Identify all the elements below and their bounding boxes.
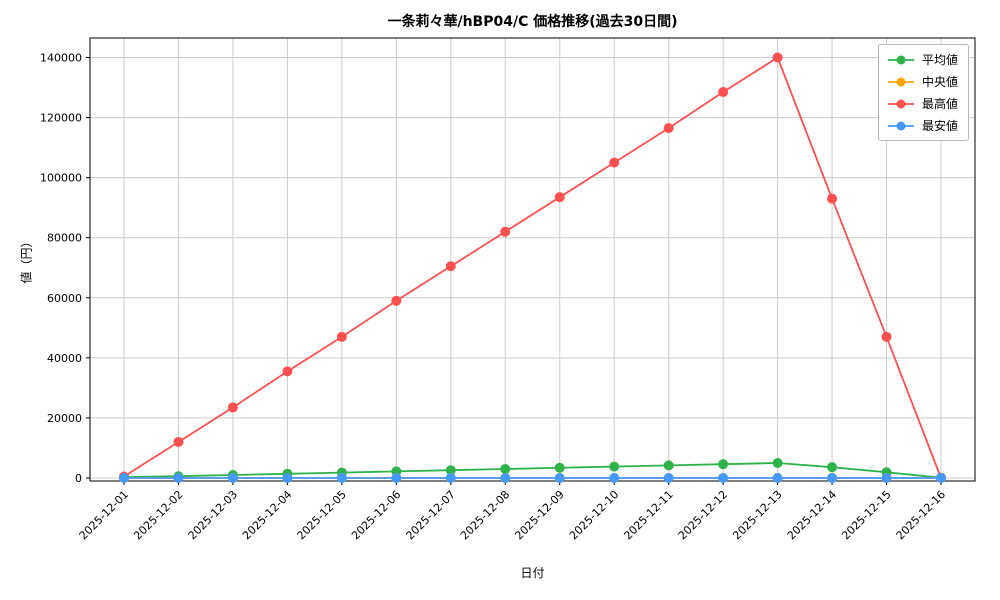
x-tick-label: 2025-12-08 — [458, 488, 512, 542]
data-point — [718, 472, 729, 483]
y-tick-label: 140000 — [40, 52, 82, 65]
data-point — [772, 472, 783, 483]
series-line-2 — [123, 56, 942, 479]
x-tick-label: 2025-12-05 — [295, 488, 349, 542]
x-tick-label: 2025-12-11 — [621, 488, 675, 542]
x-tick-label: 2025-12-12 — [676, 488, 730, 542]
data-point — [936, 472, 946, 483]
y-tick-label: 120000 — [40, 112, 82, 125]
y-tick-label: 100000 — [40, 172, 82, 185]
data-point — [445, 261, 456, 272]
data-point — [391, 472, 402, 483]
x-tick-label: 2025-12-06 — [349, 488, 403, 542]
x-tick-label: 2025-12-16 — [894, 488, 948, 542]
data-point — [445, 472, 456, 483]
data-point — [500, 472, 511, 483]
data-point — [663, 123, 674, 134]
x-tick-label: 2025-12-07 — [404, 488, 458, 542]
data-point — [282, 366, 293, 377]
data-point — [500, 226, 511, 237]
legend-item-average: 平均値 — [887, 51, 958, 68]
data-point — [881, 331, 892, 342]
y-tick-label: 60000 — [47, 292, 82, 305]
data-point — [391, 295, 402, 306]
chart-title: 一条莉々華/hBP04/C 価格推移(過去30日間) — [387, 14, 678, 30]
data-point — [718, 87, 729, 98]
data-point — [718, 459, 729, 470]
data-point — [500, 463, 511, 474]
x-tick-label: 2025-12-01 — [77, 488, 131, 542]
data-point — [119, 472, 129, 483]
y-tick-label: 40000 — [47, 352, 82, 365]
data-point — [227, 402, 238, 413]
data-point — [554, 462, 565, 473]
x-axis-label: 日付 — [520, 566, 545, 580]
series-line-0 — [123, 462, 942, 479]
data-point — [881, 472, 892, 483]
x-tick-label: 2025-12-09 — [512, 488, 566, 542]
legend-label-average: 平均値 — [921, 53, 958, 67]
x-tick-label: 2025-12-02 — [131, 488, 185, 542]
legend-item-median: 中央値 — [887, 73, 958, 90]
legend-marker-average-icon — [887, 55, 914, 64]
legend-item-min: 最安値 — [887, 117, 958, 134]
data-point — [663, 472, 674, 483]
data-point — [336, 331, 347, 342]
data-point — [827, 193, 838, 204]
x-tick-label: 2025-12-14 — [785, 488, 839, 542]
data-point — [609, 461, 620, 472]
y-tick-label: 80000 — [47, 232, 82, 245]
data-point — [445, 465, 456, 476]
y-tick-label: 0 — [75, 472, 82, 485]
legend-label-max: 最高値 — [921, 97, 958, 111]
data-point — [282, 472, 293, 483]
x-tick-label: 2025-12-15 — [839, 488, 893, 542]
data-point — [772, 52, 783, 63]
x-tick-label: 2025-12-03 — [186, 488, 240, 542]
legend-item-max: 最高値 — [887, 95, 958, 112]
data-point — [609, 472, 620, 483]
data-point — [772, 457, 783, 468]
data-point — [827, 462, 838, 473]
legend-marker-max-icon — [887, 99, 914, 108]
legend-marker-min-icon — [887, 121, 914, 130]
data-point — [663, 460, 674, 471]
x-tick-label: 2025-12-04 — [240, 488, 294, 542]
legend-marker-median-icon — [887, 77, 914, 86]
data-point — [827, 472, 838, 483]
data-point — [173, 472, 184, 483]
x-tick-label: 2025-12-13 — [730, 488, 784, 542]
data-point — [173, 436, 184, 447]
y-tick-label: 20000 — [47, 412, 82, 425]
legend-label-median: 中央値 — [921, 75, 958, 89]
legend-label-min: 最安値 — [921, 119, 958, 133]
data-point — [336, 472, 347, 483]
data-point — [609, 157, 620, 168]
data-point — [554, 192, 565, 203]
legend: 平均値 中央値 最高値 最安値 — [877, 44, 969, 141]
axes-frame — [89, 37, 976, 482]
data-point — [554, 472, 565, 483]
x-tick-label: 2025-12-10 — [567, 488, 621, 542]
data-point — [227, 472, 238, 483]
